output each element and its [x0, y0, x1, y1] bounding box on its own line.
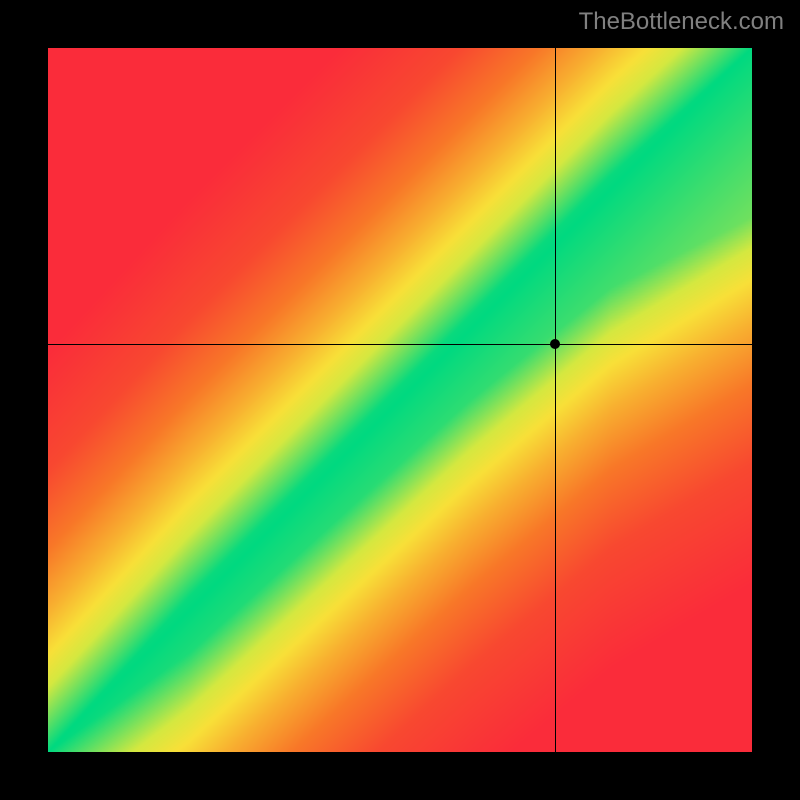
watermark-text: TheBottleneck.com: [579, 8, 784, 36]
crosshair-vertical: [555, 48, 556, 752]
bottleneck-heatmap-chart: [48, 48, 752, 752]
crosshair-horizontal: [48, 344, 752, 345]
crosshair-marker: [550, 339, 560, 349]
heatmap-canvas: [48, 48, 752, 752]
